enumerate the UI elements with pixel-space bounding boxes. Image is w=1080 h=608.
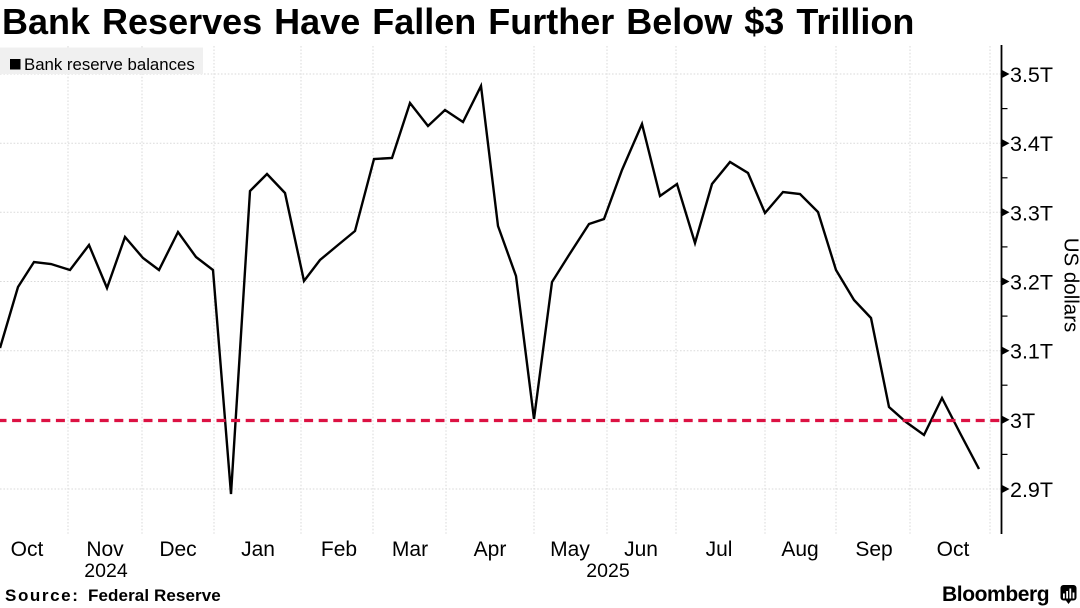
svg-text:3.4T: 3.4T xyxy=(1010,132,1053,156)
svg-text:3T: 3T xyxy=(1010,409,1035,433)
svg-text:Bank reserve balances: Bank reserve balances xyxy=(24,55,195,74)
svg-text:3.1T: 3.1T xyxy=(1010,340,1053,364)
svg-text:3.2T: 3.2T xyxy=(1010,271,1053,295)
svg-text:Mar: Mar xyxy=(392,538,428,561)
svg-text:Dec: Dec xyxy=(159,538,196,561)
svg-text:Source:Federal Reserve: Source: Federal Reserve xyxy=(5,586,221,605)
svg-text:2024: 2024 xyxy=(84,560,128,582)
svg-text:Jul: Jul xyxy=(706,538,733,561)
svg-text:Nov: Nov xyxy=(86,538,124,561)
svg-text:3.3T: 3.3T xyxy=(1010,201,1053,225)
svg-text:Oct: Oct xyxy=(937,538,970,561)
svg-text:Jun: Jun xyxy=(624,538,658,561)
svg-text:Jan: Jan xyxy=(241,538,275,561)
svg-text:Aug: Aug xyxy=(781,538,818,561)
svg-text:May: May xyxy=(550,538,590,561)
svg-text:Oct: Oct xyxy=(11,538,44,561)
svg-text:Apr: Apr xyxy=(474,538,507,561)
svg-text:Bank Reserves Have Fallen Furt: Bank Reserves Have Fallen Further Below … xyxy=(2,1,914,42)
svg-text:3.5T: 3.5T xyxy=(1010,63,1053,87)
svg-text:2.9T: 2.9T xyxy=(1010,478,1053,502)
svg-text:2025: 2025 xyxy=(586,560,630,582)
svg-text:US dollars: US dollars xyxy=(1060,238,1080,333)
svg-text:Feb: Feb xyxy=(321,538,357,561)
svg-text:Bloomberg: Bloomberg xyxy=(942,583,1049,606)
svg-text:Sep: Sep xyxy=(855,538,892,561)
